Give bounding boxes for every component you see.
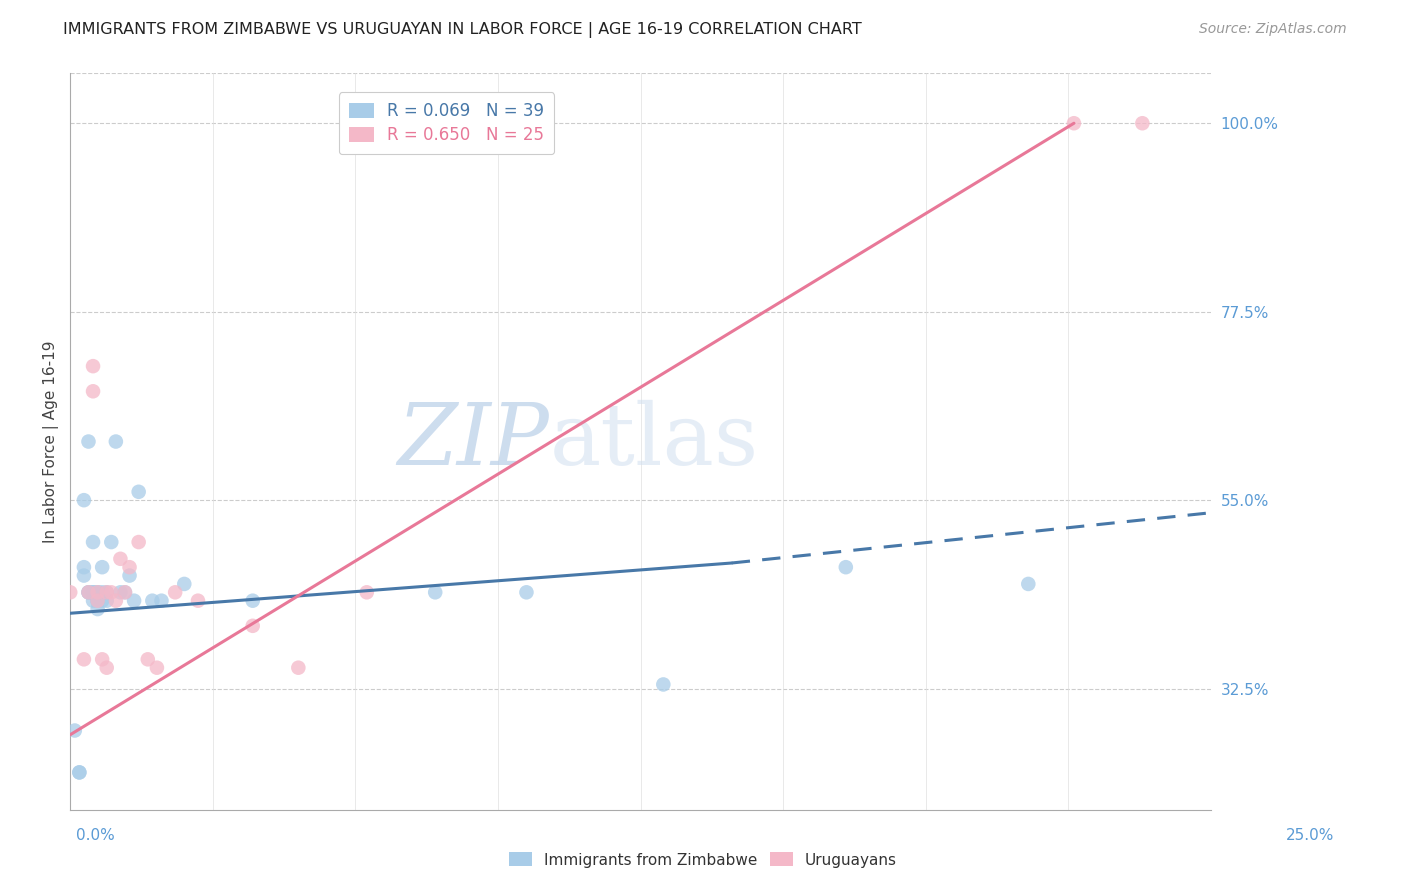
Point bbox=[104, 434, 127, 449]
Point bbox=[835, 560, 858, 574]
Text: Source: ZipAtlas.com: Source: ZipAtlas.com bbox=[1199, 22, 1347, 37]
Point bbox=[165, 585, 187, 599]
Point bbox=[86, 593, 108, 607]
Point bbox=[67, 765, 90, 780]
Point bbox=[63, 723, 86, 738]
Point bbox=[82, 593, 104, 607]
Point bbox=[100, 535, 122, 549]
Text: IMMIGRANTS FROM ZIMBABWE VS URUGUAYAN IN LABOR FORCE | AGE 16-19 CORRELATION CHA: IMMIGRANTS FROM ZIMBABWE VS URUGUAYAN IN… bbox=[63, 22, 862, 38]
Point bbox=[118, 568, 141, 582]
Point bbox=[73, 652, 96, 666]
Point bbox=[73, 560, 96, 574]
Point bbox=[96, 585, 118, 599]
Legend: Immigrants from Zimbabwe, Uruguayans: Immigrants from Zimbabwe, Uruguayans bbox=[503, 847, 903, 873]
Text: 25.0%: 25.0% bbox=[1286, 829, 1334, 843]
Point bbox=[82, 585, 104, 599]
Point bbox=[128, 484, 150, 499]
Point bbox=[77, 585, 100, 599]
Point bbox=[146, 661, 169, 675]
Point bbox=[86, 593, 108, 607]
Point bbox=[77, 434, 100, 449]
Point bbox=[110, 551, 132, 566]
Point bbox=[104, 593, 127, 607]
Point bbox=[356, 585, 378, 599]
Point bbox=[136, 652, 159, 666]
Point bbox=[86, 585, 108, 599]
Point bbox=[1063, 116, 1085, 130]
Point bbox=[82, 535, 104, 549]
Point bbox=[652, 677, 675, 691]
Point bbox=[59, 585, 82, 599]
Point bbox=[86, 585, 108, 599]
Point bbox=[1017, 577, 1039, 591]
Point bbox=[91, 585, 114, 599]
Point bbox=[114, 585, 136, 599]
Point bbox=[77, 585, 100, 599]
Point bbox=[150, 593, 173, 607]
Point bbox=[67, 765, 90, 780]
Point bbox=[91, 560, 114, 574]
Point bbox=[128, 535, 150, 549]
Point bbox=[425, 585, 447, 599]
Point bbox=[82, 359, 104, 373]
Point bbox=[187, 593, 209, 607]
Point bbox=[1130, 116, 1153, 130]
Y-axis label: In Labor Force | Age 16-19: In Labor Force | Age 16-19 bbox=[44, 340, 59, 543]
Point bbox=[96, 593, 118, 607]
Point bbox=[91, 652, 114, 666]
Legend: R = 0.069   N = 39, R = 0.650   N = 25: R = 0.069 N = 39, R = 0.650 N = 25 bbox=[339, 93, 554, 154]
Text: atlas: atlas bbox=[550, 400, 758, 483]
Point bbox=[242, 593, 264, 607]
Text: ZIP: ZIP bbox=[398, 401, 550, 483]
Point bbox=[82, 585, 104, 599]
Point bbox=[86, 602, 108, 616]
Point bbox=[86, 585, 108, 599]
Point bbox=[73, 493, 96, 508]
Point bbox=[77, 585, 100, 599]
Point bbox=[118, 560, 141, 574]
Point bbox=[114, 585, 136, 599]
Point bbox=[287, 661, 309, 675]
Point bbox=[515, 585, 537, 599]
Text: 0.0%: 0.0% bbox=[76, 829, 115, 843]
Point bbox=[141, 593, 163, 607]
Point bbox=[100, 585, 122, 599]
Point bbox=[91, 593, 114, 607]
Point bbox=[110, 585, 132, 599]
Point bbox=[96, 585, 118, 599]
Point bbox=[242, 619, 264, 633]
Point bbox=[122, 593, 145, 607]
Point bbox=[86, 593, 108, 607]
Point bbox=[96, 661, 118, 675]
Point bbox=[173, 577, 195, 591]
Point bbox=[82, 384, 104, 399]
Point bbox=[73, 568, 96, 582]
